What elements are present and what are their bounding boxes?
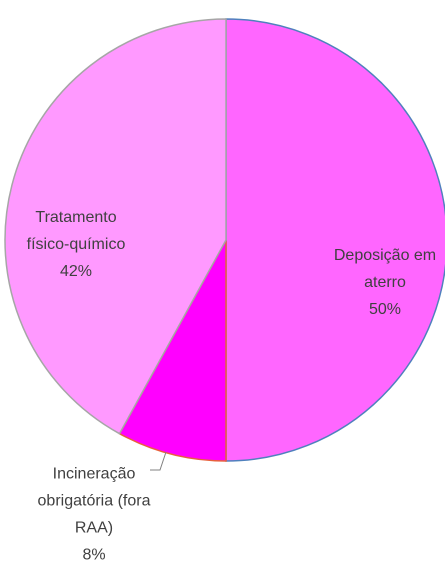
slice-value-label: 50% bbox=[369, 301, 401, 318]
pie-slice bbox=[118, 239, 227, 462]
slice-value-label: 42% bbox=[60, 263, 92, 280]
pie-slice bbox=[4, 18, 227, 435]
slice-value-label: 8% bbox=[82, 547, 105, 564]
slice-label: Deposição em aterro bbox=[334, 247, 436, 291]
slice-label: Incineração obrigatória (fora RAA) bbox=[38, 466, 151, 537]
leader-line bbox=[150, 451, 167, 471]
slice-label: Tratamento físico-químico bbox=[27, 209, 126, 253]
pie-slice bbox=[225, 18, 445, 462]
